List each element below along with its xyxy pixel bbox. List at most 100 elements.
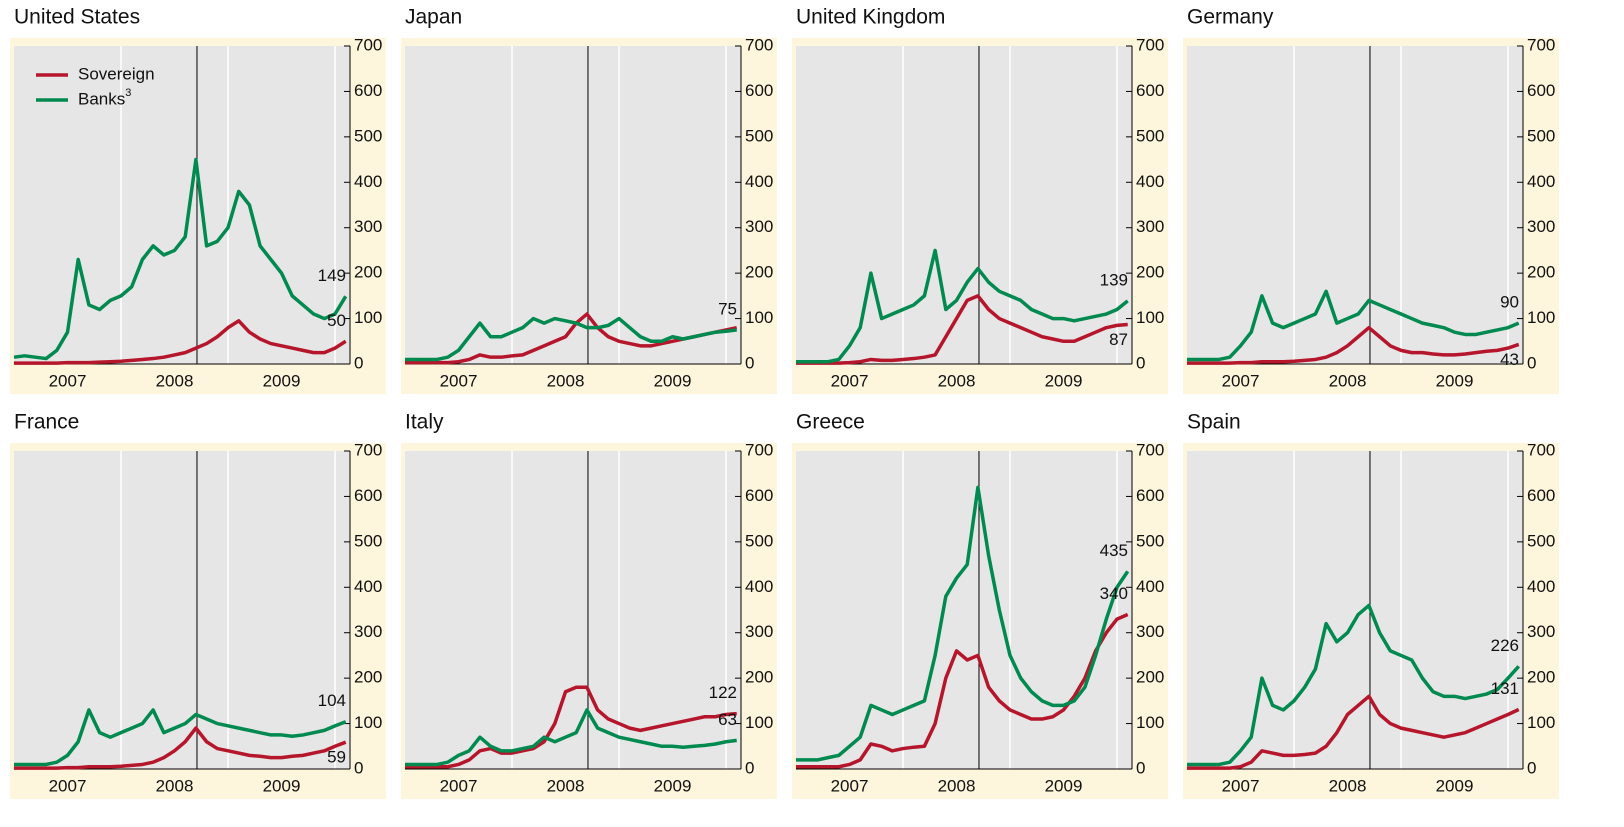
x-tick-label: 2007 (1222, 371, 1260, 390)
end-label: 104 (318, 691, 346, 710)
y-tick-label: 100 (745, 308, 773, 327)
y-tick-label: 0 (745, 758, 754, 777)
y-tick-label: 700 (745, 440, 773, 459)
x-tick-label: 2008 (156, 371, 194, 390)
series-line (14, 319, 347, 365)
y-tick-label: 400 (1527, 577, 1555, 596)
y-tick-label: 300 (745, 622, 773, 641)
y-tick-label: 0 (1527, 353, 1536, 372)
x-tick-label: 2009 (1436, 371, 1474, 390)
end-label: 90 (1500, 293, 1519, 312)
y-tick-label: 400 (354, 577, 382, 596)
panel: Greece 0 100 200 300 400 500 600 700 2007 2008 2009… (792, 411, 1168, 799)
series-line (1187, 289, 1520, 362)
y-tick-label: 0 (745, 353, 754, 372)
end-label: 226 (1491, 636, 1519, 655)
end-label: 63 (718, 710, 737, 729)
y-tick-label: 100 (1136, 308, 1164, 327)
end-label: 59 (327, 748, 346, 767)
y-tick-label: 100 (354, 713, 382, 732)
panel-title: Greece (796, 411, 865, 434)
series-line (796, 294, 1128, 365)
y-tick-label: 200 (1527, 263, 1555, 282)
y-tick-label: 300 (1136, 622, 1164, 641)
series-line (1187, 694, 1520, 770)
panel-title: Italy (405, 411, 444, 434)
y-tick-label: 700 (1527, 35, 1555, 54)
y-tick-label: 600 (354, 486, 382, 505)
series-line (1187, 325, 1520, 365)
series-line (796, 248, 1129, 364)
panel-title: Japan (405, 6, 462, 29)
panel: Germany 0 100 200 300 400 500 600 700 2007 2008 200… (1183, 6, 1559, 394)
y-tick-label: 200 (1136, 668, 1164, 687)
y-tick-label: 600 (1136, 486, 1164, 505)
y-tick-label: 500 (1527, 531, 1555, 550)
end-label: 122 (709, 683, 737, 702)
y-tick-label: 0 (1136, 353, 1145, 372)
y-tick-label: 300 (1136, 217, 1164, 236)
y-tick-label: 200 (1136, 263, 1164, 282)
y-tick-label: 0 (1136, 758, 1145, 777)
y-tick-label: 400 (354, 172, 382, 191)
y-tick-label: 500 (745, 531, 773, 550)
x-tick-label: 2008 (938, 371, 976, 390)
y-tick-label: 700 (745, 35, 773, 54)
plot-area (796, 451, 1132, 769)
x-tick-label: 2007 (1222, 776, 1260, 795)
y-tick-label: 200 (745, 668, 773, 687)
plot-area (1187, 451, 1523, 769)
legend-footnote: 3 (125, 87, 131, 99)
plot-area (796, 46, 1132, 364)
panel-title: United Kingdom (796, 6, 945, 29)
x-tick-label: 2008 (1329, 776, 1367, 795)
series-line (405, 316, 737, 362)
panel-title: Spain (1187, 411, 1241, 434)
x-tick-label: 2008 (547, 776, 585, 795)
panel: United States 0 100 200 300 400 500 600 700 2007 2… (10, 6, 386, 394)
y-tick-label: 0 (354, 353, 363, 372)
y-tick-label: 300 (354, 217, 382, 236)
x-tick-label: 2008 (1329, 371, 1367, 390)
x-tick-label: 2009 (263, 776, 301, 795)
y-tick-label: 400 (1527, 172, 1555, 191)
x-tick-label: 2007 (440, 776, 478, 795)
y-tick-label: 400 (745, 577, 773, 596)
y-tick-label: 100 (1136, 713, 1164, 732)
y-tick-label: 700 (354, 35, 382, 54)
y-tick-label: 300 (1527, 622, 1555, 641)
plot-area (405, 451, 741, 769)
plot-area (14, 451, 350, 769)
panel-title: United States (14, 6, 140, 29)
plot-area (405, 46, 741, 364)
series-line (1187, 603, 1521, 767)
plot-area (14, 46, 350, 364)
end-label: 87 (1109, 330, 1128, 349)
legend-label: Sovereign (78, 64, 155, 83)
x-tick-label: 2008 (547, 371, 585, 390)
x-tick-label: 2009 (263, 371, 301, 390)
y-tick-label: 500 (354, 126, 382, 145)
y-tick-label: 200 (745, 263, 773, 282)
legend-label: Banks3 (78, 87, 131, 109)
y-tick-label: 200 (354, 668, 382, 687)
end-label: 131 (1491, 679, 1519, 698)
y-tick-label: 500 (1136, 531, 1164, 550)
y-tick-label: 100 (1527, 308, 1555, 327)
x-tick-label: 2009 (1045, 371, 1083, 390)
end-label: 75 (718, 299, 737, 318)
y-tick-label: 100 (354, 308, 382, 327)
y-tick-label: 100 (745, 713, 773, 732)
y-tick-label: 400 (745, 172, 773, 191)
series-line (14, 726, 347, 770)
panel: Japan 0 100 200 300 400 500 600 700 2007 2008 2009 7… (401, 6, 777, 394)
end-label: 435 (1100, 541, 1128, 560)
x-tick-label: 2007 (440, 371, 478, 390)
x-tick-label: 2007 (831, 776, 869, 795)
x-tick-label: 2009 (654, 776, 692, 795)
y-tick-label: 200 (1527, 668, 1555, 687)
y-tick-label: 400 (1136, 577, 1164, 596)
y-tick-label: 600 (745, 486, 773, 505)
y-tick-label: 500 (745, 126, 773, 145)
y-tick-label: 100 (1527, 713, 1555, 732)
